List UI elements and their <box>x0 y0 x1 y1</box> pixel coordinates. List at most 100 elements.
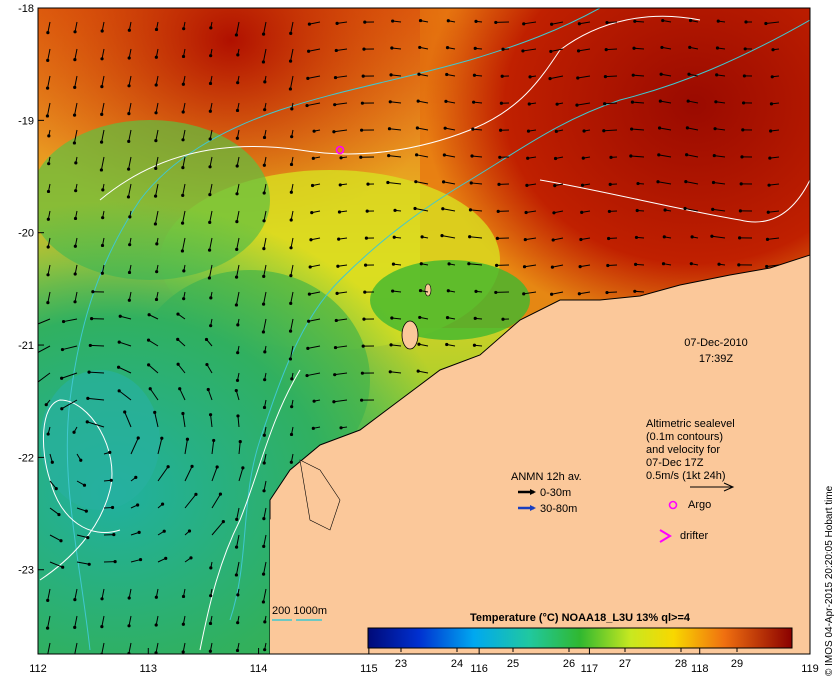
velocity-arrow-head <box>605 291 608 294</box>
colorbar-tick-label: 23 <box>395 658 407 670</box>
velocity-arrow-head <box>73 300 76 303</box>
velocity-arrow-head <box>235 389 238 392</box>
velocity-arrow-head <box>333 103 336 106</box>
velocity-arrow-head <box>575 104 578 107</box>
velocity-arrow-head <box>501 75 504 78</box>
velocity-arrow-head <box>289 357 292 360</box>
velocity-arrow-head <box>312 157 315 160</box>
velocity-arrow-head <box>769 129 772 132</box>
velocity-arrow-head <box>420 262 423 265</box>
velocity-arrow-head <box>207 388 210 391</box>
velocity-arrow-head <box>139 558 142 561</box>
velocity-arrow-head <box>262 303 265 306</box>
velocity-arrow-head <box>771 75 774 78</box>
velocity-arrow-head <box>235 33 238 36</box>
velocity-arrow-head <box>147 339 150 342</box>
velocity-arrow-head <box>441 207 444 210</box>
velocity-arrow <box>90 345 104 346</box>
velocity-arrow-head <box>161 503 164 506</box>
velocity-arrow-head <box>155 298 158 301</box>
velocity-arrow-head <box>359 156 362 159</box>
velocity-arrow-head <box>362 48 365 51</box>
velocity-arrow-head <box>263 164 266 167</box>
velocity-arrow-head <box>525 211 528 214</box>
velocity-arrow-head <box>155 28 158 31</box>
velocity-arrow-head <box>474 317 477 320</box>
velocity-arrow-head <box>715 73 718 76</box>
velocity-arrow-head <box>578 292 581 295</box>
velocity-arrow-head <box>392 263 395 266</box>
lon-tick-label: 119 <box>801 663 819 675</box>
velocity-arrow-head <box>632 74 635 77</box>
velocity-arrow-head <box>263 191 266 194</box>
lat-tick-label: -18 <box>18 3 34 15</box>
velocity-arrow-head <box>305 104 308 107</box>
velocity-arrow-head <box>771 48 774 51</box>
velocity-arrow-head <box>527 130 530 133</box>
velocity-arrow-head <box>73 626 76 629</box>
velocity-arrow-head <box>289 330 292 333</box>
velocity-arrow-head <box>73 598 76 601</box>
velocity-arrow-head <box>127 140 130 143</box>
velocity-arrow-head <box>469 208 472 211</box>
velocity-arrow-head <box>444 100 447 103</box>
velocity-arrow-head <box>155 83 158 86</box>
velocity-arrow-head <box>528 75 531 78</box>
velocity-arrow-head <box>73 58 76 61</box>
velocity-arrow-head <box>155 242 158 245</box>
velocity-arrow-head <box>209 594 212 597</box>
velocity-arrow-head <box>582 156 585 159</box>
velocity-arrow-head <box>262 545 265 548</box>
velocity-arrow <box>605 76 617 77</box>
velocity-arrow-head <box>551 266 554 269</box>
velocity-arrow-head <box>656 180 659 183</box>
velocity-arrow-head <box>744 20 747 23</box>
velocity-arrow-head <box>101 29 104 32</box>
velocity-arrow-head <box>209 413 212 416</box>
velocity-arrow-head <box>661 19 664 22</box>
velocity-arrow-head <box>470 181 473 184</box>
velocity-arrow-head <box>471 127 474 130</box>
velocity-arrow-head <box>605 21 608 24</box>
lat-tick-label: -19 <box>18 115 34 127</box>
velocity-arrow-head <box>660 46 663 49</box>
velocity-arrow-head <box>262 247 265 250</box>
velocity-arrow-head <box>554 157 557 160</box>
lon-tick-label: 118 <box>691 663 709 675</box>
velocity-arrow-head <box>235 248 238 251</box>
velocity-arrow-head <box>389 73 392 76</box>
velocity-arrow-head <box>717 263 720 266</box>
velocity-arrow-head <box>336 265 339 268</box>
velocity-arrow-head <box>182 623 185 626</box>
velocity-arrow-head <box>83 484 86 487</box>
velocity-arrow-head <box>46 273 49 276</box>
velocity-arrow-head <box>212 439 215 442</box>
velocity-arrow-head <box>606 264 609 267</box>
velocity-arrow-head <box>127 624 130 627</box>
lon-tick-label: 114 <box>250 663 268 675</box>
velocity-arrow-head <box>764 22 767 25</box>
colorbar-tick-label: 28 <box>675 658 687 670</box>
velocity-arrow-head <box>149 387 152 390</box>
velocity-arrow-head <box>688 46 691 49</box>
velocity-arrow-head <box>499 129 502 132</box>
velocity-arrow-head <box>446 316 449 319</box>
velocity-arrow-head <box>209 324 212 327</box>
velocity-arrow-head <box>167 465 170 468</box>
velocity-arrow-head <box>289 32 292 35</box>
velocity-arrow-head <box>549 50 552 53</box>
velocity-arrow-head <box>313 130 316 133</box>
velocity-arrow-head <box>686 126 689 129</box>
velocity-arrow-head <box>86 397 89 400</box>
velocity-arrow-head <box>578 22 581 25</box>
velocity-arrow-head <box>521 49 524 52</box>
velocity-arrow-head <box>446 46 449 49</box>
velocity-arrow-head <box>47 190 50 193</box>
velocity-arrow-head <box>74 161 77 164</box>
velocity-arrow-head <box>163 530 166 533</box>
velocity-arrow-head <box>290 107 293 110</box>
velocity-arrow-head <box>415 153 418 156</box>
velocity-arrow-head <box>474 47 477 50</box>
velocity-arrow-head <box>79 459 82 462</box>
velocity-arrow-head <box>765 265 768 268</box>
